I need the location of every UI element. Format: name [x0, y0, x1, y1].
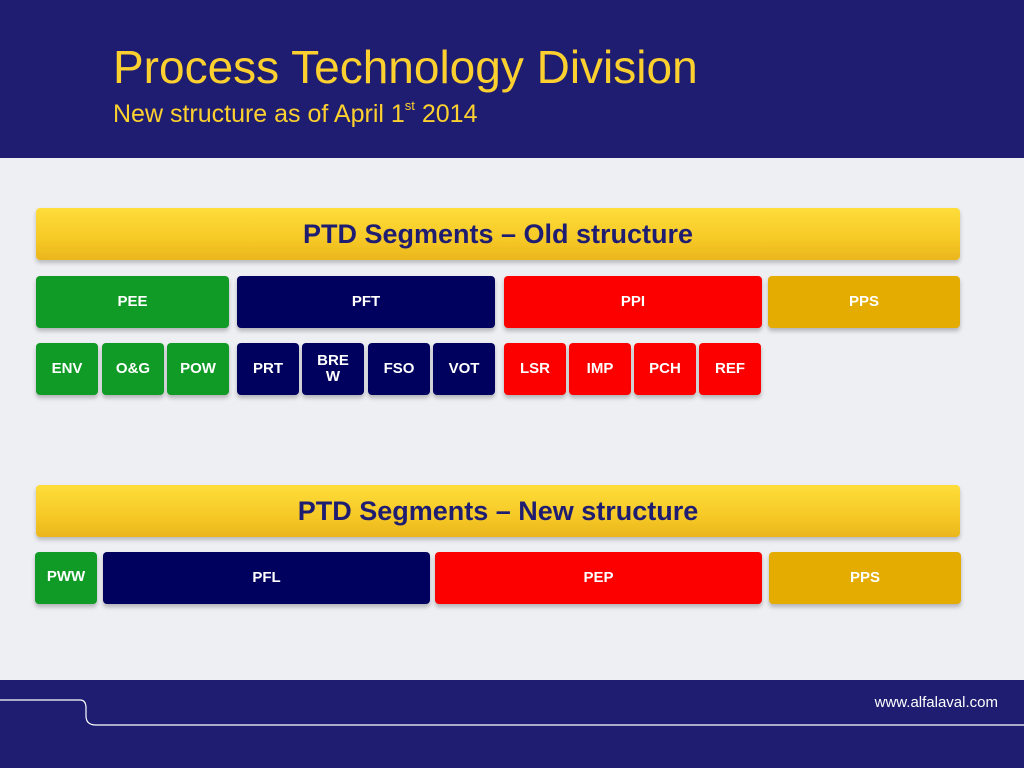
subsegment-vot: VOT	[433, 343, 495, 395]
segment-pft: PFT	[237, 276, 495, 328]
subsegment-lsr: LSR	[504, 343, 566, 395]
segment-pps-new: PPS	[769, 552, 961, 604]
subsegment-pow: POW	[167, 343, 229, 395]
page-title: Process Technology Division	[113, 41, 698, 93]
subtitle-ordinal-suffix: st	[404, 98, 415, 113]
subtitle-year: 2014	[414, 100, 478, 128]
subtitle-text: New structure as of April 1	[113, 100, 405, 128]
new-structure-banner: PTD Segments – New structure	[36, 485, 960, 537]
segment-pee: PEE	[36, 276, 229, 328]
footer-bar: www.alfalaval.com	[0, 680, 1024, 768]
subsegment-ref: REF	[699, 343, 761, 395]
old-structure-banner: PTD Segments – Old structure	[36, 208, 960, 260]
subsegment-prt: PRT	[237, 343, 299, 395]
header-bar: Process Technology Division New structur…	[0, 0, 1024, 158]
page-subtitle: New structure as of April 1st 2014	[113, 99, 477, 129]
segment-pfl: PFL	[103, 552, 430, 604]
segment-ppi: PPI	[504, 276, 762, 328]
footer-website-link[interactable]: www.alfalaval.com	[874, 694, 998, 711]
segment-pww: PWW	[35, 552, 97, 604]
subsegment-imp: IMP	[569, 343, 631, 395]
segment-pps-old: PPS	[768, 276, 960, 328]
subsegment-fso: FSO	[368, 343, 430, 395]
segment-pep: PEP	[435, 552, 762, 604]
subsegment-og: O&G	[102, 343, 164, 395]
footer-divider-line	[0, 699, 1024, 726]
subsegment-brew: BRE W	[302, 343, 364, 395]
subsegment-pch: PCH	[634, 343, 696, 395]
subsegment-env: ENV	[36, 343, 98, 395]
